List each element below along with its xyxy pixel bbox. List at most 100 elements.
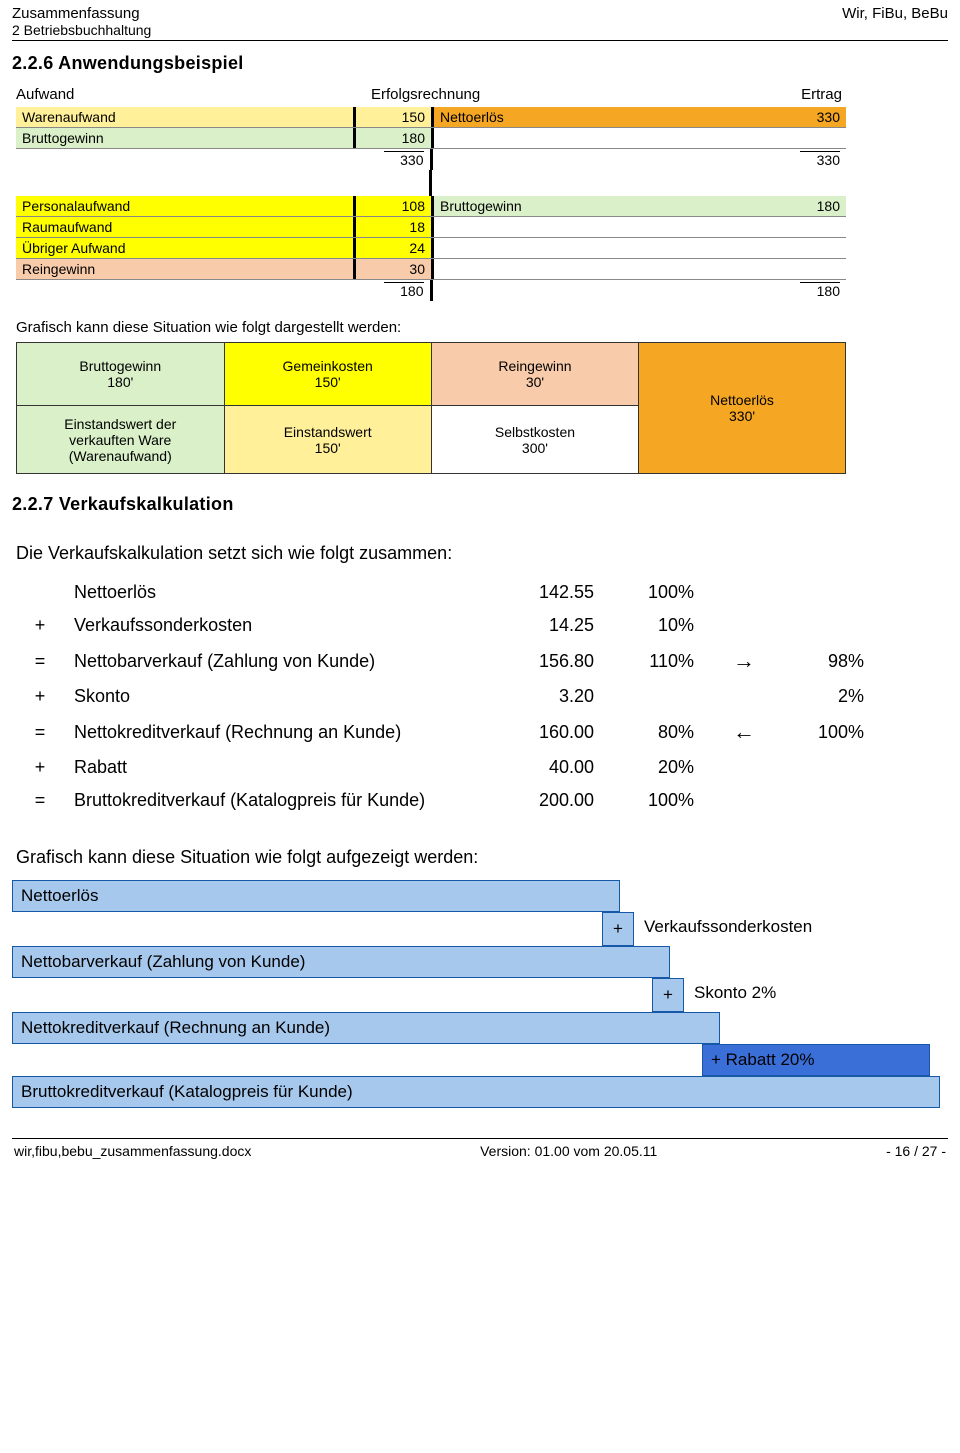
footer-page: - 16 / 27 - <box>886 1143 946 1159</box>
sum-right: 330 <box>800 151 840 168</box>
graphic-caption-1: Grafisch kann diese Situation wie folgt … <box>16 319 948 336</box>
calc-row: +Skonto3.20 2% <box>16 680 874 713</box>
calc-pct <box>604 680 704 713</box>
cell-empty <box>434 217 771 237</box>
calc-val: 142.55 <box>494 576 604 609</box>
graphic-caption-2: Grafisch kann diese Situation wie folgt … <box>16 847 948 868</box>
calc-intro: Die Verkaufskalkulation setzt sich wie f… <box>16 543 948 564</box>
footer-version: Version: 01.00 vom 20.05.11 <box>480 1143 657 1159</box>
header-left-2: 2 Betriebsbuchhaltung <box>12 22 948 38</box>
calc-val: 160.00 <box>494 713 604 751</box>
diag2-nettobarverkauf: Nettobarverkauf (Zahlung von Kunde) <box>12 946 670 978</box>
erfolg-header-left: Aufwand <box>16 86 431 103</box>
calc-row: +Verkaufssonderkosten14.2510% <box>16 609 874 642</box>
cell-label: Reingewinn <box>16 259 356 279</box>
calc-table: Nettoerlös142.55100%+Verkaufssonderkoste… <box>16 576 874 817</box>
cell-label: Übriger Aufwand <box>16 238 356 258</box>
cell-val: 24 <box>356 238 434 258</box>
diag2-nettokreditverkauf: Nettokreditverkauf (Rechnung an Kunde) <box>12 1012 720 1044</box>
diag2-vsk: Verkaufssonderkosten <box>634 912 822 946</box>
cell-label: Nettoerlös <box>434 107 771 127</box>
page-footer: wir,fibu,bebu_zusammenfassung.docx Versi… <box>12 1138 948 1159</box>
calc-op: + <box>16 680 64 713</box>
calc-pct2 <box>784 609 874 642</box>
calc-pct2 <box>784 751 874 784</box>
cell-empty <box>771 217 846 237</box>
cell-empty <box>434 238 771 258</box>
calc-op: = <box>16 713 64 751</box>
diag2-rabatt: + Rabatt 20% <box>702 1044 930 1076</box>
calc-pct2 <box>784 784 874 817</box>
calc-pct2: 98% <box>784 642 874 680</box>
calc-arrow <box>704 784 784 817</box>
section-227-title: 2.2.7 Verkaufskalkulation <box>12 494 948 515</box>
diag2-bruttokreditverkauf: Bruttokreditverkauf (Katalogpreis für Ku… <box>12 1076 940 1108</box>
calc-op: + <box>16 751 64 784</box>
calc-op: = <box>16 784 64 817</box>
calc-label: Skonto <box>64 680 494 713</box>
calc-arrow <box>704 609 784 642</box>
cell-label: Bruttogewinn <box>434 196 771 216</box>
cell-empty <box>434 259 771 279</box>
cell-val: 108 <box>356 196 434 216</box>
cell-val: 180 <box>356 128 434 148</box>
header-left-1: Zusammenfassung <box>12 5 140 22</box>
calc-val: 3.20 <box>494 680 604 713</box>
calc-row: +Rabatt40.0020% <box>16 751 874 784</box>
calc-pct: 10% <box>604 609 704 642</box>
sum-left: 180 <box>384 282 424 299</box>
cell-empty <box>434 128 771 148</box>
calc-pct2 <box>784 576 874 609</box>
cell-label: Warenaufwand <box>16 107 356 127</box>
calc-arrow <box>704 680 784 713</box>
diag-einstandswert-ware: Einstandswert der verkauften Ware (Waren… <box>17 406 225 474</box>
diag-einstandswert: Einstandswert 150' <box>224 406 431 474</box>
cell-val: 150 <box>356 107 434 127</box>
calc-row: =Nettokreditverkauf (Rechnung an Kunde)1… <box>16 713 874 751</box>
calc-arrow: ← <box>704 713 784 751</box>
calc-pct2: 2% <box>784 680 874 713</box>
calc-pct: 110% <box>604 642 704 680</box>
calc-row: =Bruttokreditverkauf (Katalogpreis für K… <box>16 784 874 817</box>
calc-arrow <box>704 751 784 784</box>
erfolg-header-center: Erfolgsrechnung <box>371 86 480 103</box>
calc-pct: 100% <box>604 576 704 609</box>
sum-left: 330 <box>384 151 424 168</box>
calc-label: Nettokreditverkauf (Rechnung an Kunde) <box>64 713 494 751</box>
diag2-plus: + <box>652 978 684 1012</box>
diag2-nettoerloes: Nettoerlös <box>12 880 620 912</box>
calc-label: Rabatt <box>64 751 494 784</box>
calc-label: Nettobarverkauf (Zahlung von Kunde) <box>64 642 494 680</box>
cell-empty <box>771 128 846 148</box>
calc-val: 14.25 <box>494 609 604 642</box>
diag2-skonto: Skonto 2% <box>684 978 786 1012</box>
diag-reingewinn: Reingewinn 30' <box>431 343 638 406</box>
cell-empty <box>771 259 846 279</box>
calc-pct: 20% <box>604 751 704 784</box>
calc-row: Nettoerlös142.55100% <box>16 576 874 609</box>
calc-val: 200.00 <box>494 784 604 817</box>
calc-op: + <box>16 609 64 642</box>
calc-row: =Nettobarverkauf (Zahlung von Kunde)156.… <box>16 642 874 680</box>
cell-val: 30 <box>356 259 434 279</box>
cell-label: Bruttogewinn <box>16 128 356 148</box>
diag-gemeinkosten: Gemeinkosten 150' <box>224 343 431 406</box>
footer-file: wir,fibu,bebu_zusammenfassung.docx <box>14 1143 251 1159</box>
calc-pct: 80% <box>604 713 704 751</box>
erfolgsrechnung-table: Aufwand Erfolgsrechnung Ertrag Warenaufw… <box>16 86 846 301</box>
cell-empty <box>771 238 846 258</box>
calc-label: Bruttokreditverkauf (Katalogpreis für Ku… <box>64 784 494 817</box>
calc-arrow: → <box>704 642 784 680</box>
diag2-plus: + <box>602 912 634 946</box>
calc-pct: 100% <box>604 784 704 817</box>
section-226-title: 2.2.6 Anwendungsbeispiel <box>12 53 948 74</box>
calc-label: Verkaufssonderkosten <box>64 609 494 642</box>
cell-label: Raumaufwand <box>16 217 356 237</box>
diag-nettoerloes: Nettoerlös 330' <box>639 343 846 474</box>
header-right: Wir, FiBu, BeBu <box>842 5 948 22</box>
calc-op: = <box>16 642 64 680</box>
block-diagram-1: Bruttogewinn 180' Gemeinkosten 150' Rein… <box>16 342 846 474</box>
cell-val: 330 <box>771 107 846 127</box>
header-divider <box>12 40 948 41</box>
calc-op <box>16 576 64 609</box>
